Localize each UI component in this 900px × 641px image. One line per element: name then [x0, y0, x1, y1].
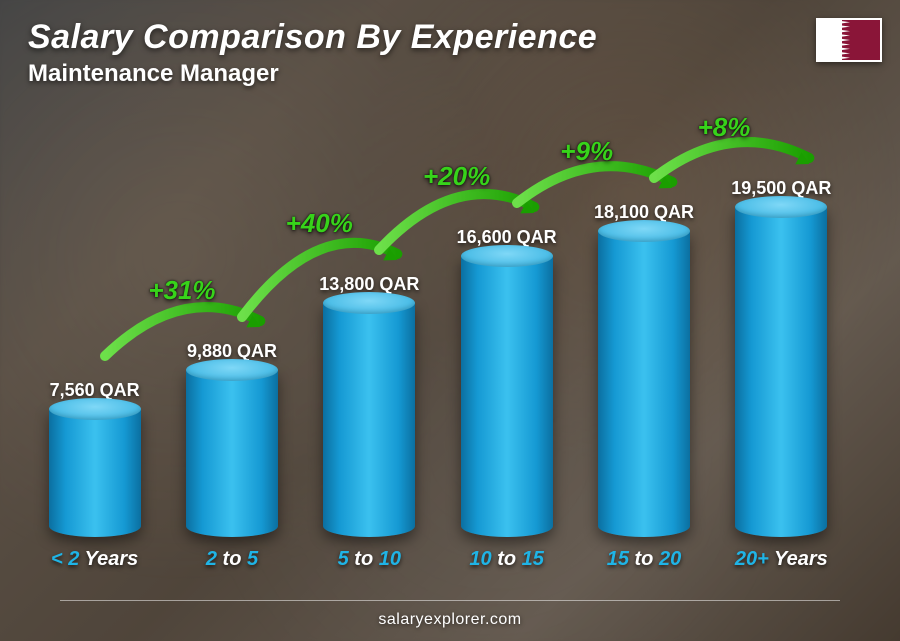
qatar-flag-icon [816, 18, 882, 62]
x-label: < 2 Years [26, 548, 163, 571]
bars-container: 7,560 QAR9,880 QAR13,800 QAR16,600 QAR18… [26, 110, 850, 537]
bar-5: 19,500 QAR [713, 110, 850, 537]
bar-4: 18,100 QAR [575, 110, 712, 537]
chart-subtitle: Maintenance Manager [28, 60, 279, 88]
x-label: 5 to 10 [301, 548, 438, 571]
bar-1: 9,880 QAR [163, 110, 300, 537]
bar-3: 16,600 QAR [438, 110, 575, 537]
x-label: 10 to 15 [438, 548, 575, 571]
footer-attribution: salaryexplorer.com [0, 611, 900, 629]
x-label: 15 to 20 [575, 548, 712, 571]
bar-cylinder [323, 303, 415, 537]
chart-title: Salary Comparison By Experience [28, 18, 597, 57]
bar-2: 13,800 QAR [301, 110, 438, 537]
bar-cylinder [598, 231, 690, 537]
bar-0: 7,560 QAR [26, 110, 163, 537]
x-label: 2 to 5 [163, 548, 300, 571]
bar-cylinder [186, 370, 278, 537]
x-labels: < 2 Years2 to 55 to 1010 to 1515 to 2020… [26, 548, 850, 571]
footer-divider [60, 600, 840, 601]
infographic-stage: Salary Comparison By Experience Maintena… [0, 0, 900, 641]
bar-chart: 7,560 QAR9,880 QAR13,800 QAR16,600 QAR18… [26, 110, 850, 571]
bar-cylinder [461, 256, 553, 537]
bar-cylinder [49, 409, 141, 537]
x-label: 20+ Years [713, 548, 850, 571]
bar-cylinder [735, 207, 827, 537]
